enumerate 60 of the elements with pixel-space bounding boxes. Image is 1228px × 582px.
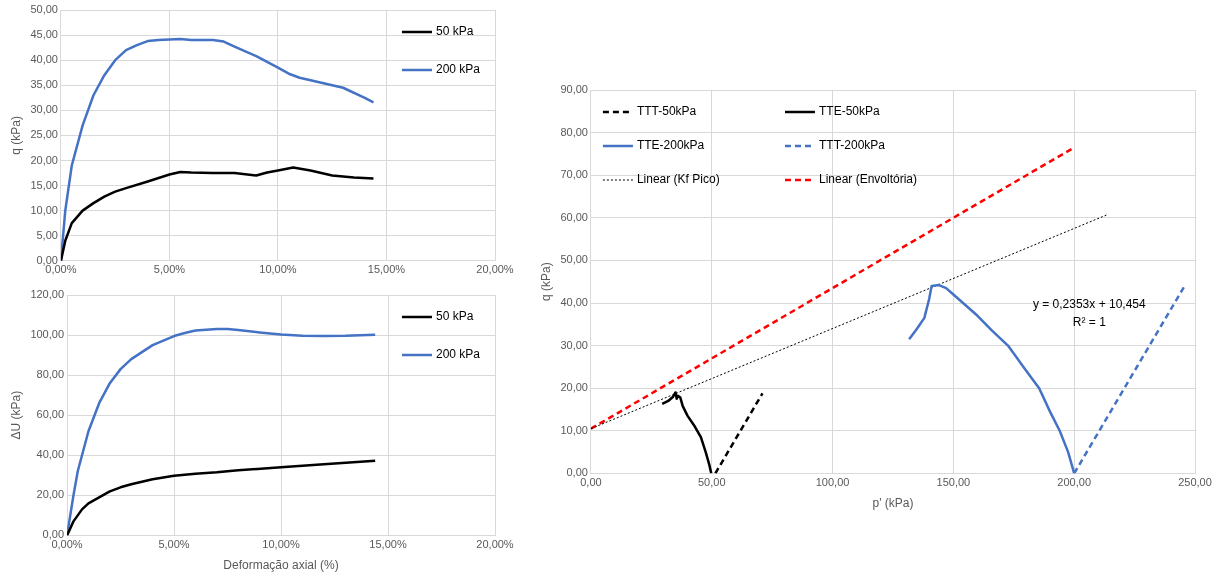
y-tick-label: 35,00 [30, 78, 58, 91]
y-tick-label: 0,00 [42, 528, 65, 541]
y-axis-title: q (kPa) [8, 116, 23, 155]
y-tick-label: 10,00 [30, 203, 58, 216]
x-tick-label: 20,00% [476, 538, 514, 551]
y-tick-label: 20,00 [560, 381, 588, 394]
y-tick-label: 80,00 [36, 368, 65, 381]
x-tick-label: 15,00% [369, 538, 407, 551]
x-tick-label: 100,00 [815, 476, 850, 489]
legend-label: Linear (Envoltória) [818, 172, 918, 187]
x-tick-label: 0,00 [580, 476, 602, 489]
y-tick-label: 50,00 [560, 253, 588, 266]
x-tick-label: 15,00% [367, 263, 406, 276]
x-tick-label: 50,00 [697, 476, 726, 489]
y-tick-label: 70,00 [560, 168, 588, 181]
y-axis-title: ΔU (kPa) [8, 390, 23, 440]
y-tick-label: 40,00 [36, 448, 65, 461]
y-tick-label: 0,00 [566, 466, 588, 479]
y-tick-label: 50,00 [30, 3, 58, 16]
x-axis-title: p' (kPa) [872, 496, 914, 511]
y-tick-label: 120,00 [30, 288, 65, 301]
y-tick-label: 100,00 [30, 328, 65, 341]
x-tick-label: 20,00% [476, 263, 514, 276]
legend-label: 50 kPa [435, 24, 474, 39]
legend-label: TTT-50kPa [636, 104, 697, 119]
y-axis-title: q (kPa) [538, 262, 553, 302]
y-tick-label: 80,00 [560, 125, 588, 138]
legend-label: Linear (Kf Pico) [636, 172, 720, 187]
y-tick-label: 25,00 [30, 128, 58, 141]
y-tick-label: 0,00 [36, 253, 58, 266]
y-tick-label: 20,00 [36, 488, 65, 501]
y-tick-label: 60,00 [560, 210, 588, 223]
y-tick-label: 30,00 [30, 103, 58, 116]
x-tick-label: 5,00% [158, 538, 190, 551]
legend-label: TTE-50kPa [818, 104, 880, 119]
y-tick-label: 20,00 [30, 153, 58, 166]
y-tick-label: 40,00 [560, 296, 588, 309]
x-tick-label: 250,00 [1178, 476, 1212, 489]
y-tick-label: 5,00 [36, 228, 58, 241]
x-tick-label: 10,00% [262, 538, 300, 551]
x-tick-label: 10,00% [259, 263, 297, 276]
y-tick-label: 10,00 [560, 423, 588, 436]
legend-label: 50 kPa [435, 309, 474, 324]
y-tick-label: 90,00 [560, 83, 588, 96]
legend-label: 200 kPa [435, 62, 481, 77]
legend-label: TTT-200kPa [818, 138, 886, 153]
y-tick-label: 30,00 [560, 338, 588, 351]
legend-label: TTE-200kPa [636, 138, 705, 153]
x-tick-label: 150,00 [936, 476, 971, 489]
annotation: y = 0,2353x + 10,454 [1032, 297, 1146, 312]
x-tick-label: 5,00% [153, 263, 186, 276]
legend-label: 200 kPa [435, 347, 481, 362]
x-axis-title: Deformação axial (%) [223, 558, 339, 573]
y-tick-label: 60,00 [36, 408, 65, 421]
x-tick-label: 200,00 [1057, 476, 1092, 489]
x-tick-label: 0,00% [51, 538, 83, 551]
y-tick-label: 40,00 [30, 53, 58, 66]
annotation: R² = 1 [1072, 315, 1107, 330]
y-tick-label: 45,00 [30, 28, 58, 41]
y-tick-label: 15,00 [30, 178, 58, 191]
